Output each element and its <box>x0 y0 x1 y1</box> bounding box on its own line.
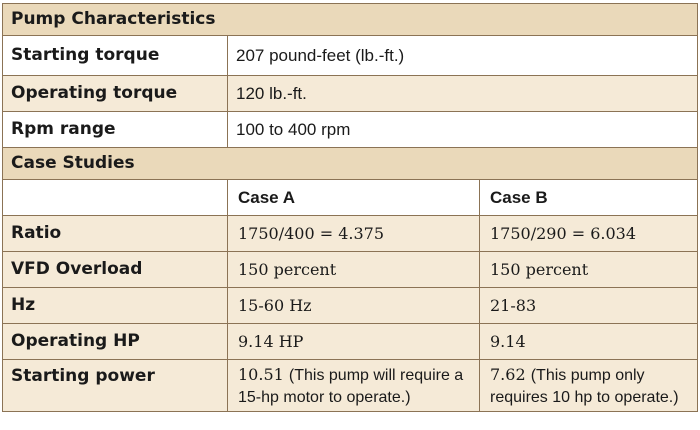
column-header-case-a: Case A <box>227 179 480 216</box>
case-b-value: 21-83 <box>479 287 698 324</box>
table-row: VFD Overload 150 percent 150 percent <box>2 251 698 288</box>
case-b-number: 7.62 <box>490 364 526 384</box>
case-b-value: 1750/290 = 6.034 <box>479 215 698 252</box>
row-label: Hz <box>2 287 228 324</box>
case-a-value: 15-60 Hz <box>227 287 480 324</box>
section-title-cases: Case Studies <box>2 147 698 180</box>
case-a-number: 10.51 <box>238 364 284 384</box>
section-title-pump: Pump Characteristics <box>2 3 698 36</box>
table-row: Starting power 10.51 (This pump will req… <box>2 359 698 412</box>
row-label: Ratio <box>2 215 228 252</box>
case-a-value: 1750/400 = 4.375 <box>227 215 480 252</box>
table-row: Hz 15-60 Hz 21-83 <box>2 287 698 324</box>
table-row: Ratio 1750/400 = 4.375 1750/290 = 6.034 <box>2 215 698 252</box>
row-value: 120 lb.-ft. <box>227 75 698 112</box>
column-header-case-b: Case B <box>479 179 698 216</box>
case-a-note: (This pump will require a 15-hp motor to… <box>238 366 464 406</box>
pump-data-table: Pump Characteristics Starting torque 207… <box>2 3 698 412</box>
case-a-value: 10.51 (This pump will require a 15-hp mo… <box>227 359 480 412</box>
row-label: Starting torque <box>2 35 228 76</box>
table-row: Rpm range 100 to 400 rpm <box>2 111 698 148</box>
row-value: 207 pound-feet (lb.-ft.) <box>227 35 698 76</box>
row-label: Operating HP <box>2 323 228 360</box>
section-header-cases: Case Studies <box>2 147 698 180</box>
table-row: Starting torque 207 pound-feet (lb.-ft.) <box>2 35 698 76</box>
case-b-value: 9.14 <box>479 323 698 360</box>
case-a-value: 150 percent <box>227 251 480 288</box>
case-b-value: 150 percent <box>479 251 698 288</box>
case-b-value: 7.62 (This pump only requires 10 hp to o… <box>479 359 698 412</box>
section-header-pump: Pump Characteristics <box>2 3 698 36</box>
case-b-note: (This pump only requires 10 hp to operat… <box>490 366 679 406</box>
row-value: 100 to 400 rpm <box>227 111 698 148</box>
row-label: Starting power <box>2 359 228 412</box>
row-label: Rpm range <box>2 111 228 148</box>
table-row: Operating HP 9.14 HP 9.14 <box>2 323 698 360</box>
table-row: Operating torque 120 lb.-ft. <box>2 75 698 112</box>
row-label: Operating torque <box>2 75 228 112</box>
case-header-row: Case A Case B <box>2 179 698 216</box>
row-label: VFD Overload <box>2 251 228 288</box>
case-a-value: 9.14 HP <box>227 323 480 360</box>
empty-cell <box>2 179 228 216</box>
